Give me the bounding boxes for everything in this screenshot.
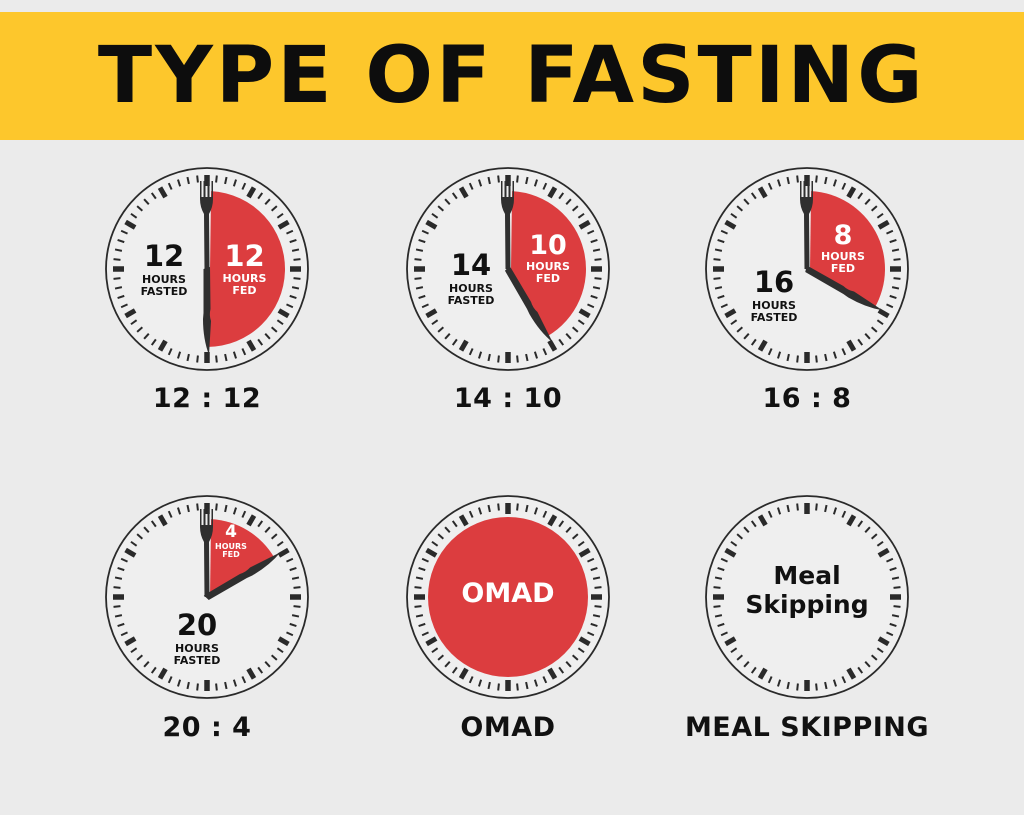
fasted-label: HOURS FASTED: [140, 273, 188, 298]
fed-label: HOURS FED: [526, 260, 570, 285]
fed-label: HOURS FED: [215, 542, 247, 560]
clock-card-14-10: 14 HOURS FASTED 10 HOURS FED 14 : 10: [358, 160, 658, 440]
fork-knife-hands-icon: [200, 509, 281, 601]
fasted-hours: 16: [753, 265, 795, 299]
clock-caption: 12 : 12: [152, 383, 262, 414]
fasted-info: 12 HOURS FASTED: [123, 242, 205, 297]
fork-knife-hands-icon: [800, 181, 883, 311]
fasted-hours: 20: [176, 608, 218, 642]
clock-face-icon: [705, 167, 909, 371]
fasted-label: HOURS FASTED: [447, 282, 495, 307]
clock-card-omad: OMAD OMAD: [358, 488, 658, 768]
fed-info: 10 HOURS FED: [520, 232, 576, 284]
fed-info: 4 HOURS FED: [212, 524, 250, 560]
fork-knife-hands-icon: [200, 181, 213, 355]
page-title: TYPE OF FASTING: [98, 31, 926, 121]
clock-face-icon: [105, 495, 309, 699]
fed-hours: 10: [529, 230, 567, 261]
clock-face-icon: [705, 495, 909, 699]
clock-caption: 20 : 4: [162, 712, 252, 743]
fasted-info: 16 HOURS FASTED: [733, 268, 815, 323]
fed-info: 8 HOURS FED: [815, 222, 871, 274]
clock-card-12-12: 12 HOURS FASTED 12 HOURS FED 12 : 12: [57, 160, 357, 440]
clock-caption: 16 : 8: [762, 383, 852, 414]
fed-info: 12 HOURS FED: [217, 242, 272, 296]
fed-hours: 12: [224, 239, 265, 273]
clock-caption: OMAD: [460, 712, 556, 743]
fasted-label: HOURS FASTED: [173, 642, 221, 667]
fasted-hours: 12: [143, 239, 185, 273]
clock-face-icon: [406, 495, 610, 699]
clock-card-20-4: 20 HOURS FASTED 4 HOURS FED 20 : 4: [57, 488, 357, 768]
clock-caption: MEAL SKIPPING: [684, 712, 930, 743]
fasted-label: HOURS FASTED: [750, 299, 798, 324]
fasted-hours: 14: [450, 248, 492, 282]
clock-face-icon: [406, 167, 610, 371]
fed-label: HOURS FED: [821, 250, 865, 275]
fed-label: HOURS FED: [222, 272, 267, 297]
clock-caption: 14 : 10: [453, 383, 563, 414]
clock-face-icon: [105, 167, 309, 371]
fork-knife-hands-icon: [501, 181, 553, 343]
fasted-info: 14 HOURS FASTED: [430, 251, 512, 306]
fed-hours: 8: [833, 220, 853, 251]
title-banner: TYPE OF FASTING: [0, 12, 1024, 140]
clock-card-16-8: 16 HOURS FASTED 8 HOURS FED 16 : 8: [657, 160, 957, 440]
fed-hours: 4: [225, 522, 237, 542]
omad-center-label: OMAD: [461, 578, 555, 609]
clock-card-meal-skipping: Meal Skipping MEAL SKIPPING: [657, 488, 957, 768]
meal-skipping-center-label: Meal Skipping: [745, 561, 869, 619]
fasted-info: 20 HOURS FASTED: [156, 611, 238, 666]
